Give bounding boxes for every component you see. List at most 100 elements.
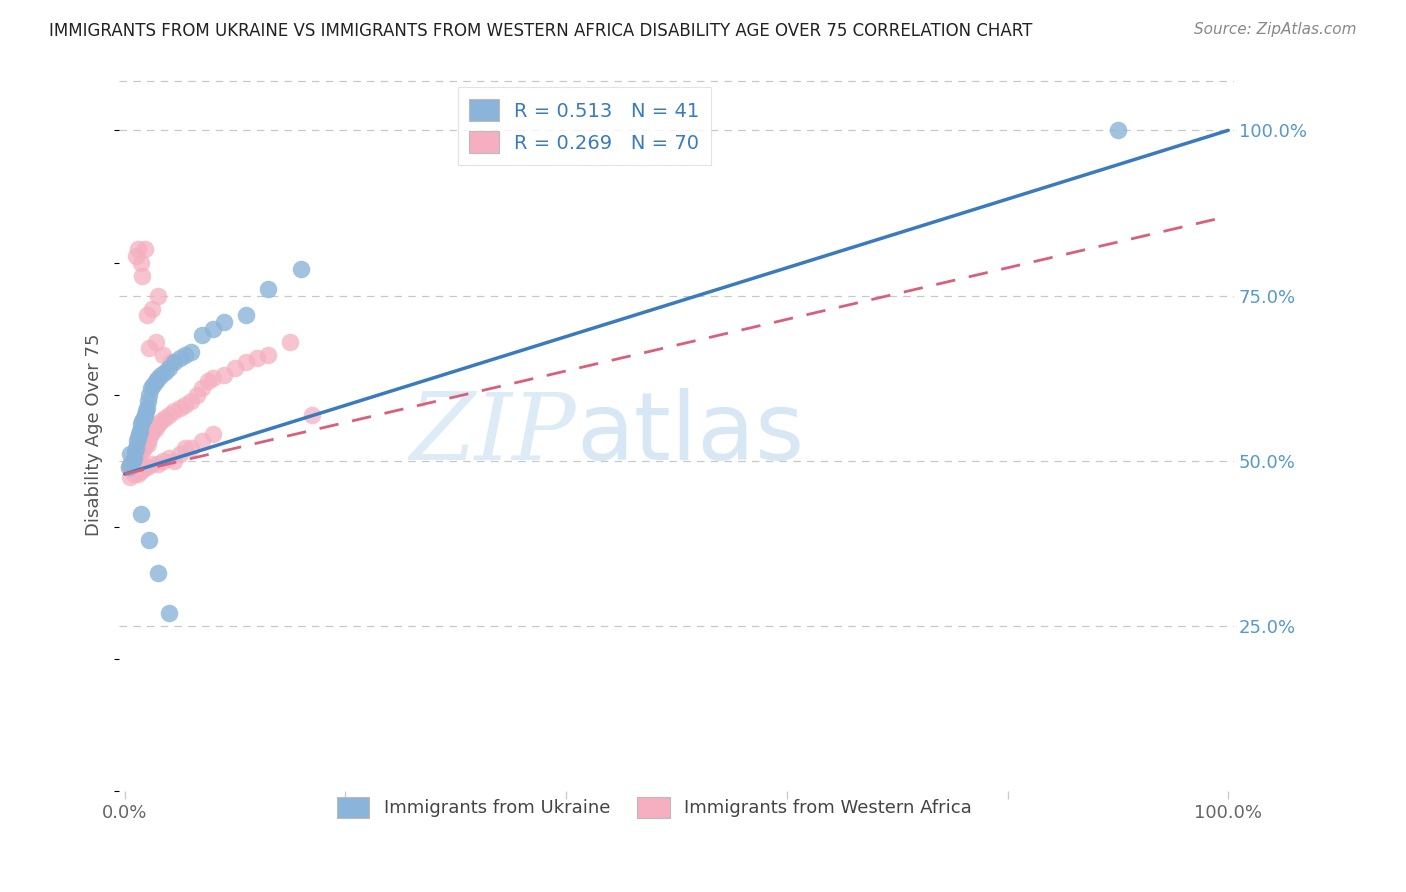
Point <box>146 457 169 471</box>
Point <box>301 408 323 422</box>
Point <box>125 443 148 458</box>
Point <box>146 566 169 581</box>
Point <box>129 424 152 438</box>
Point <box>122 450 145 465</box>
Point <box>202 371 225 385</box>
Text: IMMIGRANTS FROM UKRAINE VS IMMIGRANTS FROM WESTERN AFRICA DISABILITY AGE OVER 75: IMMIGRANTS FROM UKRAINE VS IMMIGRANTS FR… <box>49 22 1032 40</box>
Point <box>191 434 214 448</box>
Point <box>169 351 191 366</box>
Text: atlas: atlas <box>576 388 804 481</box>
Point <box>132 441 155 455</box>
Point <box>174 398 197 412</box>
Point <box>135 460 157 475</box>
Point <box>212 368 235 382</box>
Point <box>131 414 153 428</box>
Point <box>127 431 149 445</box>
Point <box>153 410 176 425</box>
Point <box>135 404 157 418</box>
Point <box>131 255 153 269</box>
Point <box>138 533 160 548</box>
Point <box>202 321 225 335</box>
Point <box>157 361 180 376</box>
Point <box>145 421 167 435</box>
Point <box>138 431 160 445</box>
Point <box>141 457 163 471</box>
Point <box>246 351 269 366</box>
Point <box>125 249 148 263</box>
Point <box>1107 123 1129 137</box>
Point <box>125 464 148 478</box>
Point <box>163 404 186 418</box>
Point <box>135 434 157 448</box>
Point <box>118 460 141 475</box>
Point <box>121 454 143 468</box>
Point <box>152 348 174 362</box>
Point <box>202 427 225 442</box>
Point <box>120 470 142 484</box>
Point <box>120 457 142 471</box>
Point <box>257 282 280 296</box>
Point <box>235 309 257 323</box>
Point <box>141 381 163 395</box>
Point <box>138 342 160 356</box>
Point <box>180 441 202 455</box>
Text: ZIP: ZIP <box>409 390 576 479</box>
Point <box>128 447 150 461</box>
Point <box>163 354 186 368</box>
Point <box>169 401 191 415</box>
Point <box>212 315 235 329</box>
Point <box>124 443 146 458</box>
Text: Source: ZipAtlas.com: Source: ZipAtlas.com <box>1194 22 1357 37</box>
Point <box>145 375 167 389</box>
Point <box>118 460 141 475</box>
Point <box>191 328 214 343</box>
Point <box>122 467 145 481</box>
Point <box>146 417 169 432</box>
Point <box>131 507 153 521</box>
Point <box>122 454 145 468</box>
Point <box>131 464 153 478</box>
Point <box>135 401 157 415</box>
Point <box>120 447 142 461</box>
Point <box>138 387 160 401</box>
Point <box>132 410 155 425</box>
Point <box>131 417 153 432</box>
Point <box>146 371 169 385</box>
Point <box>131 268 153 283</box>
Point <box>197 375 219 389</box>
Point <box>125 447 148 461</box>
Point <box>152 454 174 468</box>
Point <box>136 394 159 409</box>
Point <box>191 381 214 395</box>
Point <box>157 408 180 422</box>
Point <box>142 424 165 438</box>
Point <box>180 394 202 409</box>
Point <box>125 434 148 448</box>
Point <box>141 427 163 442</box>
Legend: Immigrants from Ukraine, Immigrants from Western Africa: Immigrants from Ukraine, Immigrants from… <box>329 789 979 825</box>
Point <box>121 454 143 468</box>
Point <box>278 334 301 349</box>
Point <box>235 354 257 368</box>
Point <box>174 348 197 362</box>
Point <box>157 606 180 620</box>
Point <box>134 408 156 422</box>
Point <box>120 457 142 471</box>
Point <box>157 450 180 465</box>
Point <box>180 344 202 359</box>
Point <box>128 427 150 442</box>
Point <box>290 262 312 277</box>
Point <box>150 414 173 428</box>
Point <box>142 377 165 392</box>
Point <box>141 301 163 316</box>
Point <box>131 441 153 455</box>
Point <box>124 450 146 465</box>
Point <box>129 443 152 458</box>
Point <box>127 450 149 465</box>
Point <box>134 437 156 451</box>
Point <box>153 365 176 379</box>
Point <box>131 443 153 458</box>
Point <box>134 460 156 475</box>
Point <box>224 361 246 376</box>
Point <box>145 334 167 349</box>
